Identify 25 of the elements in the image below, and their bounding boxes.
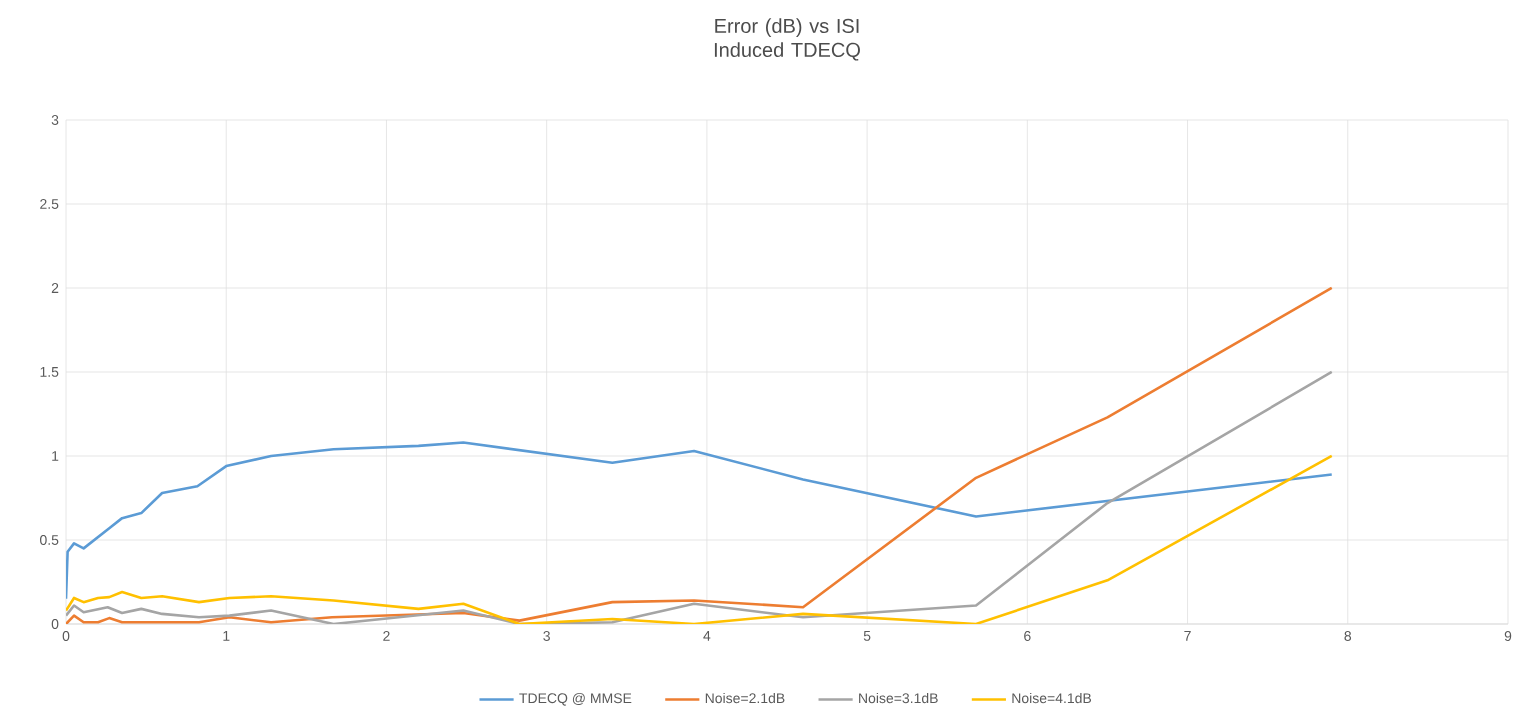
y-tick-label: 1.5 bbox=[40, 367, 59, 377]
x-tick-label: 0 bbox=[62, 631, 70, 641]
y-tick-label: 2.5 bbox=[40, 199, 59, 209]
line-series bbox=[66, 454, 1334, 624]
x-tick-label: 8 bbox=[1344, 631, 1352, 641]
x-tick-label: 2 bbox=[383, 631, 390, 641]
x-tick-label: 1 bbox=[223, 631, 230, 641]
x-tick-label: 4 bbox=[703, 631, 711, 641]
x-tick-label: 6 bbox=[1024, 631, 1031, 641]
y-tick-label: 0.5 bbox=[40, 535, 59, 545]
legend-label: TDECQ @ MMSE bbox=[519, 692, 632, 706]
y-tick-label: 0 bbox=[51, 619, 59, 629]
line-series bbox=[66, 370, 1334, 624]
y-tick-label: 1 bbox=[52, 451, 59, 461]
y-tick-label: 3 bbox=[51, 115, 59, 125]
x-tick-label: 3 bbox=[543, 631, 550, 641]
x-tick-label: 5 bbox=[863, 631, 871, 641]
chart-title: Error (dB) vs ISI Induced TDECQ bbox=[714, 18, 860, 61]
legend-label: Noise=3.1dB bbox=[859, 692, 938, 704]
y-tick-label: 2 bbox=[51, 283, 59, 293]
legend-label: Noise=2.1dB bbox=[705, 692, 785, 704]
x-tick-label: 7 bbox=[1184, 631, 1191, 641]
legend-label: Noise=4.1dB bbox=[1012, 692, 1092, 704]
line-series bbox=[66, 286, 1334, 624]
x-tick-label: 9 bbox=[1504, 631, 1512, 641]
